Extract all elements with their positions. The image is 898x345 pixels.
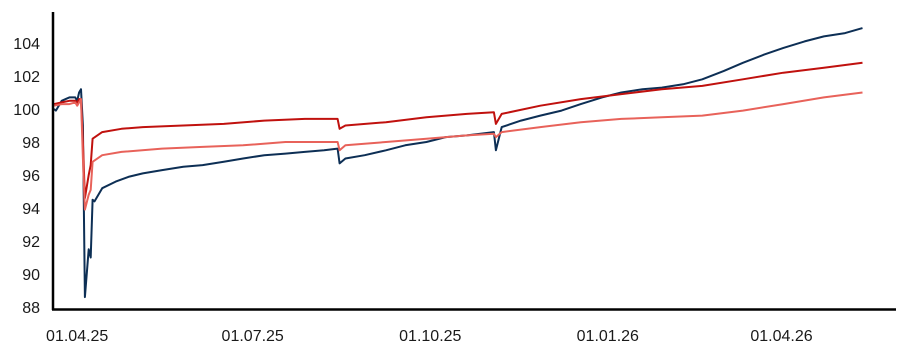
x-tick-label: 01.04.26 [750,328,812,345]
y-tick-label: 96 [22,168,40,185]
y-axis-ticks: 88 90 92 94 96 98 100 102 104 [13,36,40,317]
y-tick-label: 102 [13,69,40,86]
x-tick-label: 01.07.25 [222,328,284,345]
y-tick-label: 90 [22,267,40,284]
y-tick-label: 100 [13,102,40,119]
series-layer [53,27,863,299]
x-axis-ticks: 01.04.25 01.07.25 01.10.25 01.01.26 01.04.26 [46,328,813,345]
y-tick-label: 94 [22,201,40,218]
y-tick-label: 98 [22,135,40,152]
x-tick-label: 01.01.26 [577,328,639,345]
x-tick-label: 01.04.25 [46,328,108,345]
series-line-2 [53,61,863,200]
x-tick-label: 01.10.25 [399,328,461,345]
series-line-3 [53,91,863,211]
y-tick-label: 88 [22,300,40,317]
series-line-1 [53,27,863,299]
y-tick-label: 92 [22,234,40,251]
y-tick-label: 104 [13,36,40,53]
